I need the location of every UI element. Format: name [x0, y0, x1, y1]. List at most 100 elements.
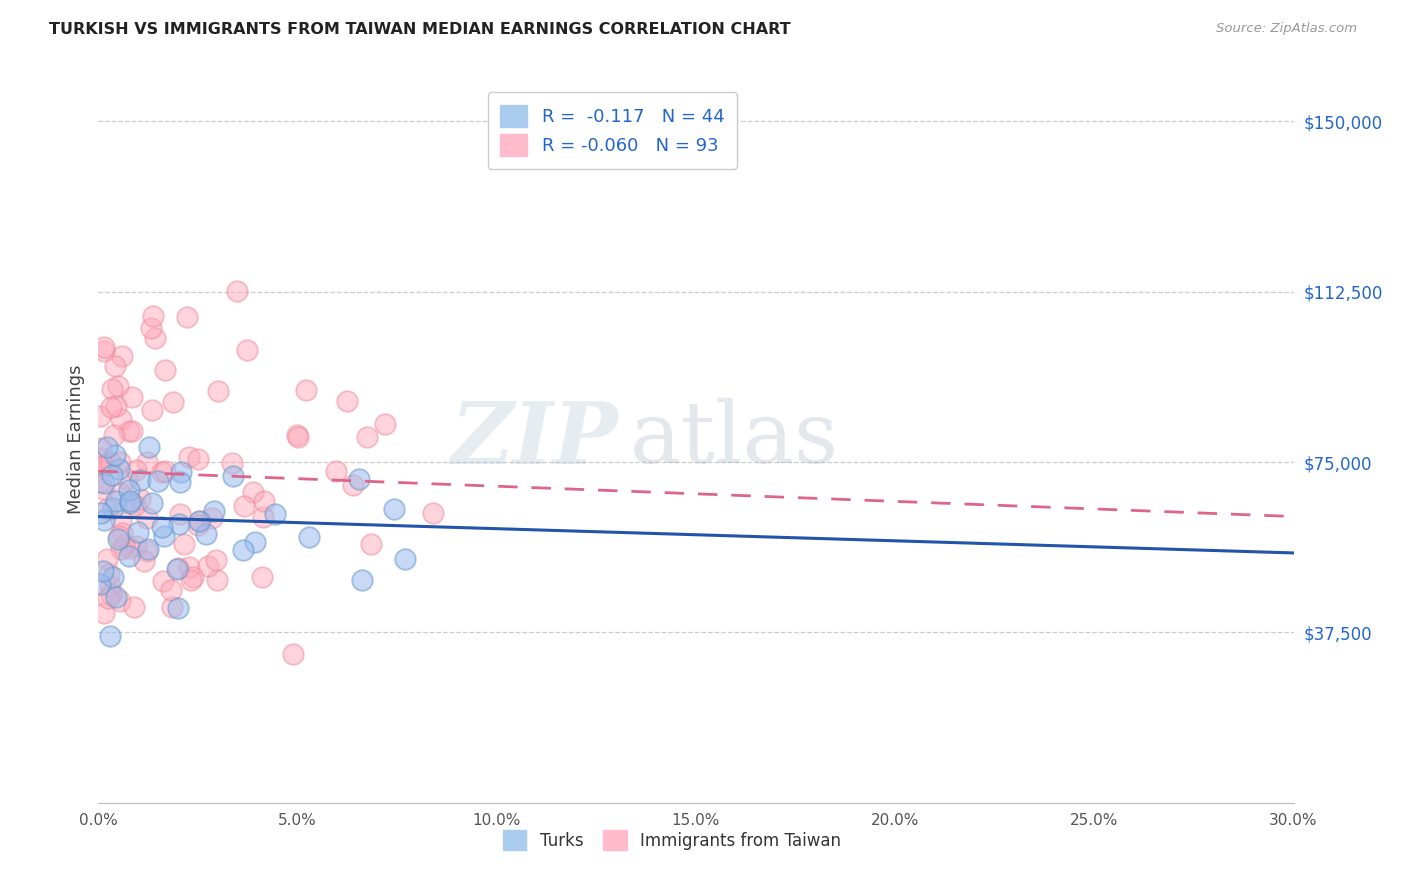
Point	[103, 428, 125, 442]
Point	[134, 554, 156, 568]
Point	[91, 564, 114, 578]
Point	[128, 474, 150, 488]
Text: Source: ZipAtlas.com: Source: ZipAtlas.com	[1216, 22, 1357, 36]
Point	[90, 460, 112, 475]
Point	[125, 463, 148, 477]
Point	[180, 574, 202, 588]
Point	[152, 529, 174, 543]
Point	[96, 551, 118, 566]
Point	[97, 591, 120, 605]
Point	[162, 600, 184, 615]
Point	[162, 395, 184, 409]
Point	[96, 501, 118, 516]
Point	[167, 601, 190, 615]
Point	[110, 411, 132, 425]
Point	[155, 464, 177, 478]
Point	[117, 483, 139, 497]
Point	[202, 503, 225, 517]
Point	[153, 363, 176, 377]
Point	[118, 541, 141, 556]
Point	[108, 462, 131, 476]
Point	[263, 507, 285, 521]
Point	[93, 476, 115, 491]
Point	[124, 540, 146, 554]
Point	[111, 525, 134, 540]
Point	[422, 507, 444, 521]
Point	[394, 551, 416, 566]
Point	[173, 537, 195, 551]
Point	[143, 330, 166, 344]
Point	[287, 430, 309, 444]
Point	[118, 424, 141, 438]
Point	[166, 562, 188, 576]
Point	[98, 579, 121, 593]
Point	[93, 458, 115, 473]
Point	[121, 424, 143, 438]
Point	[100, 382, 122, 396]
Point	[98, 566, 121, 581]
Point	[360, 537, 382, 551]
Point	[89, 576, 111, 591]
Text: atlas: atlas	[630, 398, 839, 481]
Point	[253, 493, 276, 508]
Point	[221, 456, 243, 470]
Point	[179, 559, 201, 574]
Point	[136, 455, 159, 469]
Point	[169, 475, 191, 490]
Point	[96, 440, 118, 454]
Y-axis label: Median Earnings: Median Earnings	[66, 365, 84, 514]
Point	[90, 506, 112, 520]
Point	[252, 569, 274, 583]
Point	[100, 467, 122, 482]
Point	[187, 451, 209, 466]
Point	[93, 344, 115, 359]
Point	[222, 469, 245, 483]
Point	[98, 629, 121, 643]
Text: ZIP: ZIP	[450, 398, 619, 481]
Point	[205, 552, 228, 566]
Point	[150, 465, 173, 479]
Point	[135, 544, 157, 558]
Point	[187, 518, 209, 533]
Legend: Turks, Immigrants from Taiwan: Turks, Immigrants from Taiwan	[496, 823, 848, 856]
Point	[110, 542, 132, 557]
Point	[98, 455, 121, 469]
Point	[335, 393, 357, 408]
Point	[176, 310, 198, 325]
Point	[91, 482, 114, 496]
Point	[105, 399, 128, 413]
Point	[115, 472, 138, 486]
Point	[108, 454, 131, 468]
Point	[190, 514, 212, 528]
Point	[159, 582, 181, 597]
Point	[105, 591, 128, 605]
Point	[325, 465, 347, 479]
Point	[108, 486, 131, 500]
Point	[287, 428, 309, 442]
Point	[90, 442, 112, 456]
Point	[100, 587, 122, 601]
Point	[103, 570, 125, 584]
Point	[93, 606, 115, 620]
Point	[142, 309, 165, 323]
Point	[170, 465, 193, 479]
Point	[188, 514, 211, 528]
Point	[356, 430, 378, 444]
Point	[347, 472, 370, 486]
Point	[243, 535, 266, 549]
Point	[135, 511, 157, 525]
Point	[235, 343, 257, 358]
Point	[298, 530, 321, 544]
Point	[120, 496, 142, 510]
Point	[136, 541, 159, 556]
Point	[107, 532, 129, 546]
Point	[93, 513, 115, 527]
Point	[242, 484, 264, 499]
Point	[139, 321, 162, 335]
Point	[201, 510, 224, 524]
Point	[233, 499, 256, 513]
Point	[122, 599, 145, 614]
Point	[120, 494, 142, 508]
Point	[352, 573, 374, 587]
Point	[89, 450, 111, 465]
